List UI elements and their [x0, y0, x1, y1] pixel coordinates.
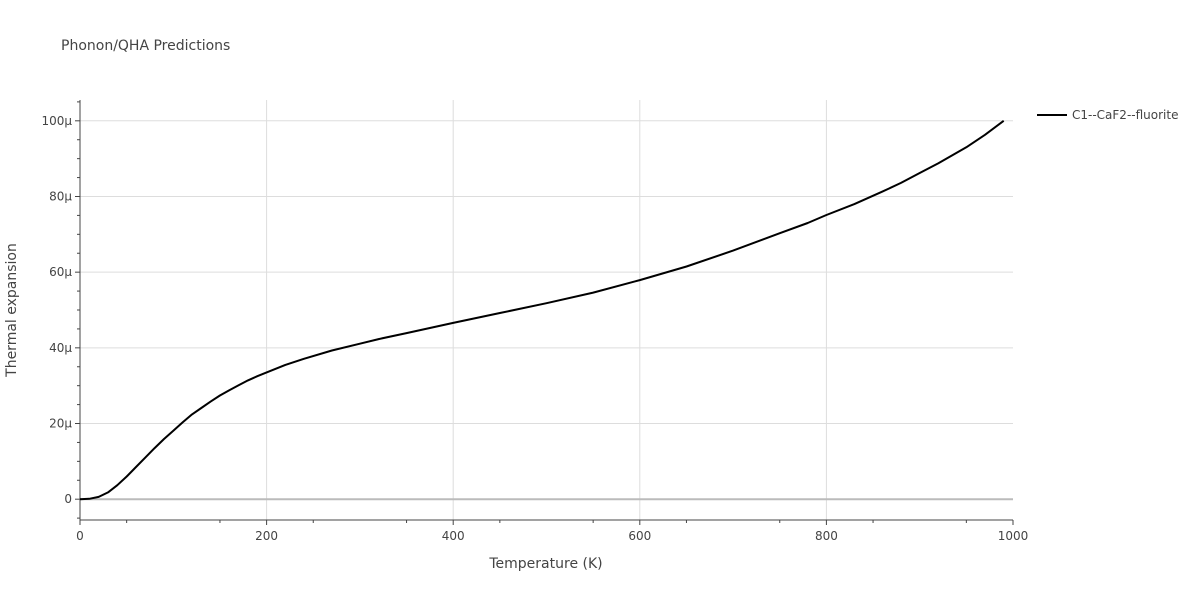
y-tick-label: 100µ [41, 114, 72, 128]
chart-title: Phonon/QHA Predictions [61, 38, 230, 54]
x-tick-label: 400 [442, 529, 465, 543]
legend-label: C1--CaF2--fluorite [1072, 108, 1178, 122]
x-tick-label: 600 [628, 529, 651, 543]
y-tick-label: 60µ [49, 265, 72, 279]
x-tick-label: 1000 [998, 529, 1029, 543]
legend[interactable]: C1--CaF2--fluorite [1037, 108, 1178, 122]
series-line[interactable] [79, 119, 1005, 501]
y-tick-label: 80µ [49, 189, 72, 203]
x-axis-ticks: 0 200 400 600 800 1000 [76, 520, 1028, 543]
axes [79, 100, 1013, 521]
x-tick-label: 0 [76, 529, 84, 543]
x-tick-label: 200 [255, 529, 278, 543]
y-tick-label: 0 [64, 492, 72, 506]
y-tick-label: 20µ [49, 417, 72, 431]
y-axis-title: Thermal expansion [4, 243, 20, 378]
x-tick-label: 800 [815, 529, 838, 543]
grid [80, 100, 1013, 520]
series-layer [79, 119, 1005, 501]
y-axis-ticks: 0 20µ 40µ 60µ 80µ 100µ [41, 101, 80, 519]
y-tick-label: 40µ [49, 341, 72, 355]
x-axis-title: Temperature (K) [488, 556, 602, 572]
